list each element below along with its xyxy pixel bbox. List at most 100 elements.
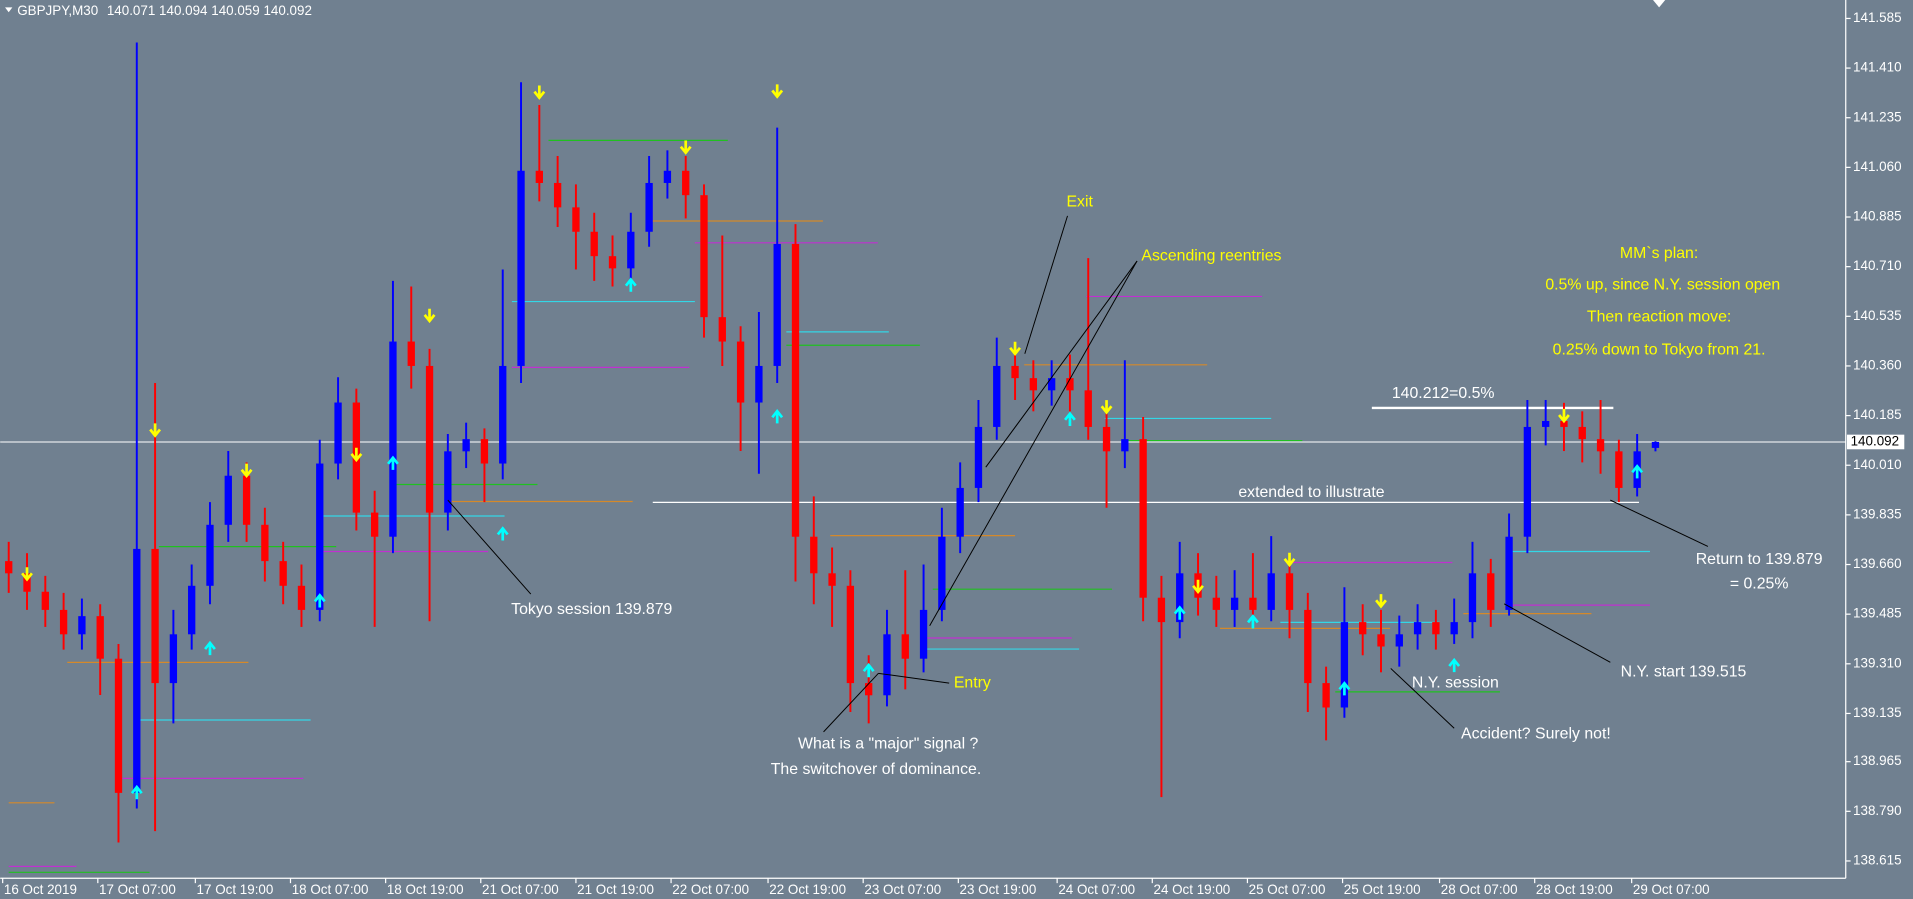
- bar-body: [499, 365, 507, 464]
- signal-arrow: [313, 593, 326, 608]
- bar-body: [1066, 378, 1074, 391]
- y-tick-label: 140.010: [1853, 457, 1901, 472]
- bar-body: [1029, 378, 1038, 391]
- bar-body: [1413, 622, 1422, 635]
- x-tick-label: 18 Oct 19:00: [387, 882, 464, 897]
- y-tick-label: 140.360: [1853, 357, 1901, 372]
- bar-body: [1157, 597, 1166, 623]
- signal-arrow: [533, 85, 546, 100]
- x-tick-label: 18 Oct 07:00: [292, 882, 369, 897]
- bar-body: [462, 439, 470, 452]
- connector: [1024, 215, 1068, 354]
- signal-arrow: [771, 409, 784, 424]
- bar-body: [901, 634, 909, 659]
- current-price-tag: [1846, 434, 1905, 450]
- x-tick-label: 21 Oct 07:00: [482, 882, 559, 897]
- bar-body: [370, 512, 379, 537]
- x-tick-label: 21 Oct 19:00: [577, 882, 654, 897]
- x-tick-label: 28 Oct 19:00: [1536, 882, 1613, 897]
- signal-arrow: [21, 567, 33, 582]
- bar-body: [261, 524, 269, 562]
- header: GBPJPY,M30 140.071 140.094 140.059 140.0…: [17, 3, 312, 18]
- bar-body: [5, 561, 13, 574]
- bar-body: [78, 616, 86, 635]
- bar-body: [810, 536, 818, 574]
- connector: [1390, 668, 1455, 729]
- bar-body: [1230, 597, 1239, 610]
- bar-body: [1285, 573, 1294, 610]
- bar-body: [133, 548, 141, 793]
- x-tick-label: 24 Oct 19:00: [1154, 882, 1231, 897]
- annotation: N.Y. start 139.515: [1621, 663, 1747, 680]
- bar-body: [791, 243, 800, 537]
- bar-body: [736, 341, 745, 403]
- annotation: Exit: [1066, 194, 1093, 211]
- bar-body: [1359, 622, 1367, 635]
- header-low: 140.059: [211, 3, 259, 18]
- bar-body: [151, 548, 159, 684]
- x-tick-label: 22 Oct 07:00: [672, 882, 749, 897]
- bar-body: [242, 475, 251, 525]
- bar-body: [389, 341, 397, 537]
- signal-arrow: [130, 784, 143, 800]
- annotation: What is a "major" signal ?: [798, 735, 979, 752]
- bar-body: [572, 207, 580, 232]
- bar-body: [883, 634, 891, 696]
- axes: 140.092 141.585 141.410 141.235 141.060 140.8…: [2, 10, 1905, 897]
- header-close: 140.092: [263, 3, 311, 18]
- y-tick-label: 139.485: [1853, 606, 1901, 621]
- bar-body: [938, 536, 946, 610]
- signal-arrow: [1009, 341, 1021, 357]
- bar-body: [1322, 683, 1330, 708]
- menu-triangle: [5, 7, 13, 13]
- annotation: 140.212=0.5%: [1392, 385, 1495, 402]
- y-tick-label: 141.585: [1853, 10, 1901, 25]
- y-tick-label: 141.060: [1853, 159, 1901, 174]
- signal-arrow: [1631, 464, 1644, 479]
- annotation: Accident? Surely not!: [1461, 726, 1611, 743]
- x-tick-label: 25 Oct 07:00: [1249, 882, 1326, 897]
- bar-body: [1249, 597, 1257, 610]
- bar-body: [919, 609, 928, 659]
- signal-arrow: [1246, 614, 1259, 629]
- signal-arrow: [423, 308, 436, 324]
- y-tick-label: 141.410: [1853, 60, 1901, 75]
- x-tick-label: 16 Oct 2019: [4, 882, 77, 897]
- bar-body: [114, 658, 123, 793]
- bar-body: [1615, 451, 1623, 488]
- signals: [21, 84, 1644, 800]
- y-tick-label: 140.885: [1853, 209, 1901, 224]
- x-tick-label: 22 Oct 19:00: [769, 882, 846, 897]
- bar-body: [1102, 426, 1111, 452]
- bar-body: [865, 683, 873, 696]
- bar-body: [517, 170, 525, 366]
- signal-arrow: [862, 662, 875, 678]
- signal-arrow: [149, 423, 162, 438]
- bar-body: [1560, 420, 1568, 427]
- bar-body: [1121, 439, 1129, 452]
- bar-body: [1432, 622, 1440, 635]
- bar-body: [96, 616, 104, 659]
- annotation: 0.5% up, since N.Y. session open: [1545, 277, 1780, 294]
- bar-body: [1542, 420, 1550, 427]
- x-tick-label: 17 Oct 07:00: [99, 882, 176, 897]
- bar-body: [974, 426, 983, 488]
- bar-body: [1578, 426, 1586, 440]
- annotation: Entry: [954, 674, 991, 691]
- signal-arrow: [1375, 594, 1387, 609]
- levels: [0, 139, 1846, 873]
- annotation: Ascending reentries: [1141, 247, 1281, 264]
- bar-body: [23, 573, 31, 592]
- bar-body: [846, 585, 855, 684]
- bar-body: [1176, 573, 1184, 623]
- connector: [929, 260, 1138, 627]
- bar-body: [535, 170, 543, 183]
- bar-body: [1450, 622, 1458, 635]
- current-price-label: 140.092: [1851, 434, 1899, 449]
- annotation: Tokyo session 139.879: [511, 601, 672, 618]
- bar-body: [316, 463, 324, 610]
- bar-body: [297, 585, 306, 610]
- shift-marker: [1653, 0, 1666, 8]
- bar-body: [1340, 622, 1349, 708]
